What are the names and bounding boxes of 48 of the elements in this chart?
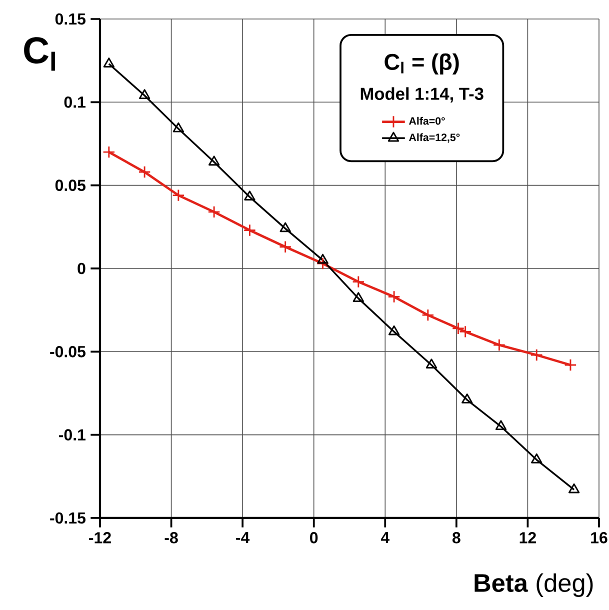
point [530,348,543,362]
point [244,190,256,201]
x-tick-label: -12 [89,532,111,544]
point [462,394,473,404]
point [564,358,577,372]
point [316,257,330,270]
legend-label: Alfa=0° [409,116,445,125]
point [352,275,365,288]
point [208,206,220,218]
point [388,325,400,336]
point [103,58,114,68]
point [279,240,292,254]
y-axis-title: C$_{l}$ [24,37,55,71]
point [388,290,400,304]
point [422,308,434,322]
point [208,156,220,166]
x-tick-label: 4 [380,532,390,544]
x-tick-label: 8 [452,532,460,544]
legend-label: Alfa=12,5° [409,133,460,143]
y-tick-label: 0.1 [64,96,86,108]
y-tick-label: 0 [78,262,86,274]
point [495,420,507,430]
y-tick-label: -0.05 [50,346,86,358]
point [172,188,185,202]
point [138,89,150,100]
text: C$_{l}$ = (β) [384,53,459,74]
point [102,146,116,158]
point [568,483,580,494]
point [138,166,151,178]
x-tick-label: -4 [236,532,250,544]
x-tick-label: 16 [591,532,608,544]
y-tick-label: 0.05 [55,180,86,191]
y-tick-label: -0.1 [59,429,86,440]
point [172,122,184,132]
y-tick-label: -0.15 [50,512,86,524]
point [280,222,291,232]
point [243,224,256,237]
point [492,338,506,352]
x-axis-title: Beta (deg) [474,573,593,597]
point [352,292,364,302]
point [531,453,542,464]
y-tick-label: 0.15 [55,13,86,25]
point [426,358,438,369]
text: Model 1:14, T-3 [360,87,484,102]
x-tick-label: 12 [520,532,536,544]
x-tick-label: 0 [310,532,318,544]
point [317,254,328,264]
x-tick-label: -8 [164,532,178,544]
